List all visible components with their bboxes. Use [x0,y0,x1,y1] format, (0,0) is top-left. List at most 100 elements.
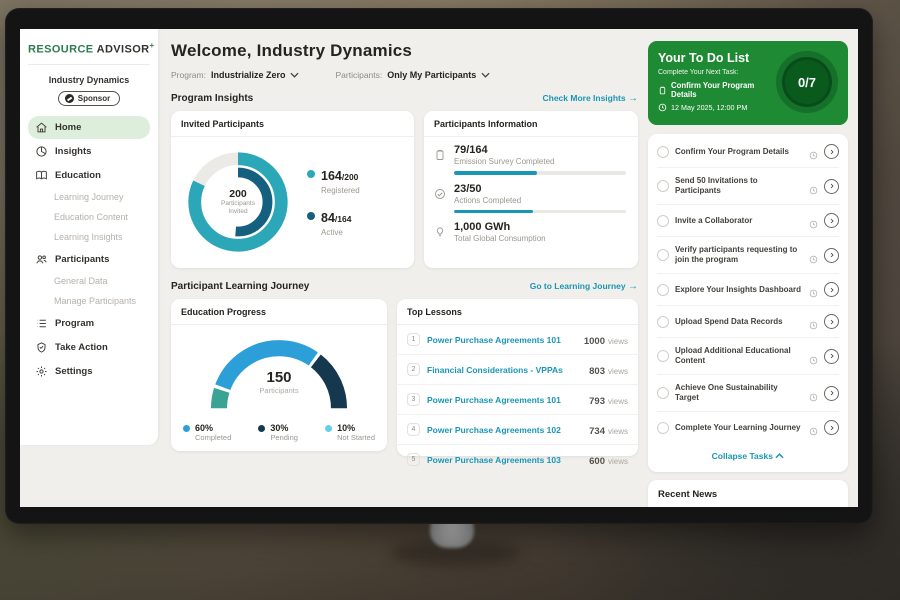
task-checkbox[interactable] [657,180,669,192]
monitor-bezel: RESOURCE ADVISOR+ Industry Dynamics Spon… [5,8,873,524]
task-checkbox[interactable] [657,350,669,362]
task-open-button[interactable] [824,247,839,263]
task-open-button[interactable] [824,420,839,435]
collapse-tasks-link[interactable]: Collapse Tasks [657,443,839,470]
lesson-views-label: views [607,336,628,346]
go-to-learning-journey-text: Go to Learning Journey [529,281,626,291]
sidebar-item-education-content[interactable]: Education Content [54,212,129,223]
chevron-down-icon [290,72,300,78]
app-logo: RESOURCE ADVISOR+ [28,38,154,65]
task-checkbox[interactable] [657,421,669,434]
clock-icon [809,251,818,263]
task-upload-additional-educational-content[interactable]: Upload Additional Educational Content [657,338,839,375]
sponsor-badge-label: Sponsor [77,93,111,103]
task-open-button[interactable] [824,213,839,228]
lesson-title-link[interactable]: Power Purchase Agreements 102 [427,424,561,435]
education-icon [35,169,48,182]
lesson-row: 1 Power Purchase Agreements 101 1000 view… [397,325,638,355]
pending-pct: 30% [270,423,289,433]
sidebar-item-settings[interactable]: Settings [28,360,150,383]
task-send-50-invitations-to-participants[interactable]: Send 50 Invitations to Participants [657,168,839,205]
recent-news-title: Recent News [648,480,848,507]
todo-column: Your To Do List Complete Your Next Task:… [648,29,858,507]
check-more-insights-link[interactable]: Check More Insights → [542,93,638,104]
task-label: Confirm Your Program Details [675,146,789,156]
sidebar-item-take-action[interactable]: Take Action [28,336,150,359]
task-verify-participants-requesting-to-join-the-program[interactable]: Verify participants requesting to join t… [657,237,839,274]
invited-donut-chart: 200 Participants Invited [179,143,297,261]
clock-icon [809,389,818,401]
clock-icon [809,317,818,330]
task-invite-a-collaborator[interactable]: Invite a Collaborator [657,205,839,237]
learning-journey-title: Participant Learning Journey [171,281,310,292]
participants-filter-dropdown[interactable]: Participants: Only My Participants [335,70,490,80]
task-open-button[interactable] [824,385,839,401]
lesson-views-count: 793 [589,395,605,407]
lesson-rank-badge: 1 [407,333,420,346]
program-filter-value: Industrialize Zero [210,70,286,80]
todo-title: Your To Do List [658,51,750,65]
task-label: Achieve One Sustainability Target [675,383,778,402]
stat-row-emission-survey-completed: 79/164 Emission Survey Completed [434,144,626,175]
lesson-title-link[interactable]: Power Purchase Agreements 101 [427,394,561,405]
task-label: Complete Your Learning Journey [675,422,801,432]
task-checkbox[interactable] [657,214,669,227]
task-open-button[interactable] [824,178,839,194]
task-upload-spend-data-records[interactable]: Upload Spend Data Records [657,306,839,338]
task-confirm-your-program-details[interactable]: Confirm Your Program Details [657,136,839,168]
task-achieve-one-sustainability-target[interactable]: Achieve One Sustainability Target [657,375,839,412]
gauge-legend: 60% Completed 30% Pending 10% Not Starte… [171,417,387,442]
education-progress-card: Education Progress 150 Participants [171,299,387,451]
todo-due-date: 12 May 2025, 12:00 PM [658,103,768,112]
task-checkbox[interactable] [657,387,669,399]
todo-tasks-list: Confirm Your Program Details Send 50 Inv… [657,136,839,443]
learning-journey-header: Participant Learning Journey Go to Learn… [171,281,638,292]
program-filter-dropdown[interactable]: Program: Industrialize Zero [171,70,300,80]
task-checkbox[interactable] [657,315,669,328]
lesson-views-count: 803 [589,365,605,377]
arrow-right-icon: → [628,281,638,292]
sidebar-item-manage-participants[interactable]: Manage Participants [54,296,137,307]
sidebar-item-learning-journey[interactable]: Learning Journey [54,192,124,203]
legend-not-started: 10% Not Started [325,423,375,442]
task-explore-your-insights-dashboard[interactable]: Explore Your Insights Dashboard [657,274,839,306]
task-checkbox[interactable] [657,145,669,158]
task-open-button[interactable] [824,314,839,329]
go-to-learning-journey-link[interactable]: Go to Learning Journey → [530,281,638,292]
chevron-down-icon [481,72,490,78]
chevron-right-icon [830,390,834,396]
task-checkbox[interactable] [657,283,669,296]
legend-registered: 164/200 Registered [307,167,360,195]
sidebar-item-general-data[interactable]: General Data [54,276,108,287]
clipboard-icon [659,86,666,94]
task-label: Send 50 Invitations to Participants [675,176,758,195]
task-open-button[interactable] [824,144,839,159]
chevron-right-icon [830,319,834,324]
sidebar-item-education[interactable]: Education [28,164,150,187]
task-open-button[interactable] [824,282,839,297]
task-label: Verify participants requesting to join t… [675,245,798,264]
task-complete-your-learning-journey[interactable]: Complete Your Learning Journey [657,412,839,443]
sidebar-item-insights[interactable]: Insights [28,140,150,163]
logo-plus: + [149,41,155,50]
sidebar-nav: Home Insights Education Learning Journey… [28,115,150,383]
lesson-rank-badge: 3 [407,393,420,406]
lesson-rank-badge: 2 [407,363,420,376]
sponsor-badge[interactable]: Sponsor [57,90,121,106]
logo-secondary: ADVISOR [96,43,150,56]
sidebar-item-participants[interactable]: Participants [28,248,150,271]
survey-icon [434,148,446,160]
lesson-views-label: views [607,366,628,376]
task-open-button[interactable] [824,348,839,364]
dashboard-screen: RESOURCE ADVISOR+ Industry Dynamics Spon… [20,29,858,507]
invited-count-label: Participants Invited [221,199,255,215]
sidebar-item-home[interactable]: Home [28,115,150,139]
chevron-right-icon [830,353,834,359]
sidebar-item-learning-insights[interactable]: Learning Insights [54,232,123,243]
task-checkbox[interactable] [657,249,669,261]
lesson-title-link[interactable]: Power Purchase Agreements 101 [427,334,561,345]
lesson-title-link[interactable]: Power Purchase Agreements 103 [427,454,561,465]
sidebar-item-program[interactable]: Program [28,312,150,335]
task-label: Upload Additional Educational Content [675,346,791,365]
lesson-title-link[interactable]: Financial Considerations - VPPAs [427,364,563,375]
